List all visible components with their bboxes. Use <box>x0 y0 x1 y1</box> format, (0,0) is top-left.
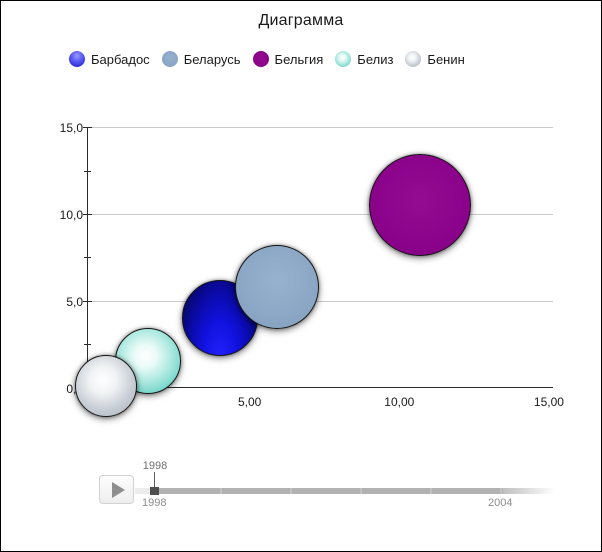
y-axis-label: 15,0 <box>59 121 83 136</box>
legend-item: Барбадос <box>69 51 150 67</box>
chart-legend: Барбадос Беларусь Бельгия Белиз Бенин <box>69 51 465 67</box>
y-axis-tick <box>83 300 92 302</box>
x-axis-label: 5,00 <box>237 395 262 409</box>
chart-bubble <box>74 354 137 417</box>
play-button[interactable] <box>99 475 134 504</box>
legend-swatch-icon <box>335 51 352 67</box>
legend-item: Белиз <box>335 51 393 67</box>
y-axis-line <box>87 127 88 393</box>
play-icon <box>112 481 125 498</box>
legend-label: Бельгия <box>274 51 324 67</box>
gridline <box>87 214 553 215</box>
y-axis-label: 10,0 <box>59 208 83 222</box>
y-axis-minor-tick <box>84 344 91 346</box>
x-axis-label: 10,00 <box>384 395 415 409</box>
chart-bubble <box>234 244 319 329</box>
gridline <box>87 300 553 302</box>
chart-title: Диаграмма <box>258 12 344 29</box>
legend-item: Беларусь <box>161 51 241 67</box>
y-axis-tick <box>83 214 92 215</box>
y-axis-label: 5,0 <box>66 294 83 309</box>
legend-label: Беларусь <box>183 51 241 67</box>
x-axis-line <box>87 387 553 388</box>
legend-swatch-icon <box>405 51 422 67</box>
legend-item: Бельгия <box>252 51 324 67</box>
y-axis-minor-tick <box>84 257 91 259</box>
legend-label: Бенин <box>427 51 465 67</box>
legend-label: Барбадос <box>91 51 150 67</box>
y-axis-tick <box>83 127 92 129</box>
timeline-end-year: 2004 <box>488 497 513 509</box>
timeline-handle[interactable] <box>150 487 159 495</box>
timeline-track-fade <box>503 488 555 494</box>
timeline-track[interactable] <box>152 488 503 494</box>
timeline-current-year: 1998 <box>142 460 168 472</box>
timeline-handle-pointer <box>154 472 155 487</box>
x-axis-label: 15,00 <box>533 395 564 409</box>
chart-bubble <box>369 154 472 257</box>
legend-item: Бенин <box>405 51 465 67</box>
legend-swatch-icon <box>69 51 85 67</box>
timeline-start-year: 1998 <box>142 497 167 509</box>
gridline <box>87 127 553 129</box>
y-axis-minor-tick <box>84 170 91 172</box>
legend-swatch-icon <box>161 51 178 67</box>
legend-label: Белиз <box>357 51 394 67</box>
timeline-track-leading[interactable] <box>135 488 152 494</box>
legend-swatch-icon <box>252 51 269 67</box>
